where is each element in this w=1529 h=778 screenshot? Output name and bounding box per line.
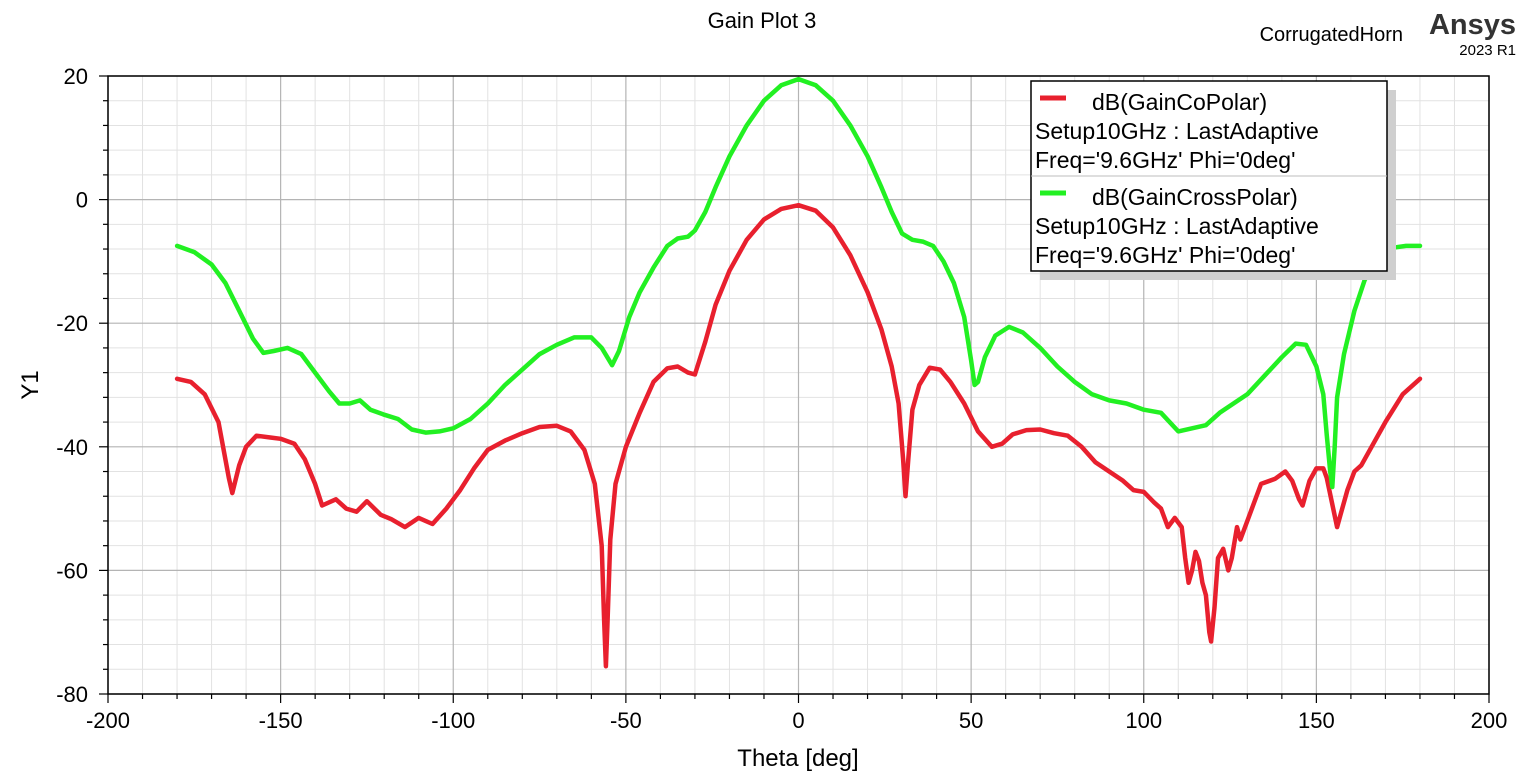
- y-tick-label: -40: [56, 435, 88, 460]
- x-tick-label: -100: [431, 708, 475, 733]
- brand-logo: Ansys: [1429, 9, 1516, 41]
- series-line-crosspolar: [174, 76, 1423, 490]
- x-tick-label: 50: [959, 708, 983, 733]
- y-axis-label: Y1: [17, 370, 44, 399]
- axis-ticks: [99, 75, 1490, 703]
- legend-series-name: dB(GainCoPolar): [1092, 89, 1267, 115]
- x-axis-label: Theta [deg]: [737, 745, 858, 772]
- tick-labels: -200 -150 -100 -50 0 50 100 150 200-80-60-40-200…: [56, 64, 1507, 733]
- x-tick-label: -150: [259, 708, 303, 733]
- x-tick-label: 0: [792, 708, 804, 733]
- project-name: CorrugatedHorn: [1260, 24, 1403, 46]
- chart-title: Gain Plot 3: [708, 8, 817, 33]
- x-tick-label: -200: [86, 708, 130, 733]
- x-tick-label: 200: [1471, 708, 1508, 733]
- legend-series-sweep: Freq='9.6GHz' Phi='0deg': [1035, 147, 1296, 173]
- legend-series-setup: Setup10GHz : LastAdaptive: [1035, 118, 1319, 144]
- y-tick-label: 20: [64, 64, 88, 89]
- series-lines: [174, 76, 1423, 669]
- y-tick-label: -80: [56, 682, 88, 707]
- y-tick-label: -20: [56, 311, 88, 336]
- series-line-copolar: [174, 202, 1423, 669]
- legend-series-name: dB(GainCrossPolar): [1092, 184, 1298, 210]
- legend-series-sweep: Freq='9.6GHz' Phi='0deg': [1035, 242, 1296, 268]
- legend: dB(GainCoPolar) Setup10GHz : LastAdaptiv…: [1030, 80, 1396, 280]
- x-tick-label: 150: [1298, 708, 1335, 733]
- y-tick-label: 0: [76, 188, 88, 213]
- y-tick-label: -60: [56, 558, 88, 583]
- x-tick-label: 100: [1125, 708, 1162, 733]
- version-label: 2023 R1: [1459, 42, 1516, 59]
- x-tick-label: -50: [610, 708, 642, 733]
- legend-series-setup: Setup10GHz : LastAdaptive: [1035, 213, 1319, 239]
